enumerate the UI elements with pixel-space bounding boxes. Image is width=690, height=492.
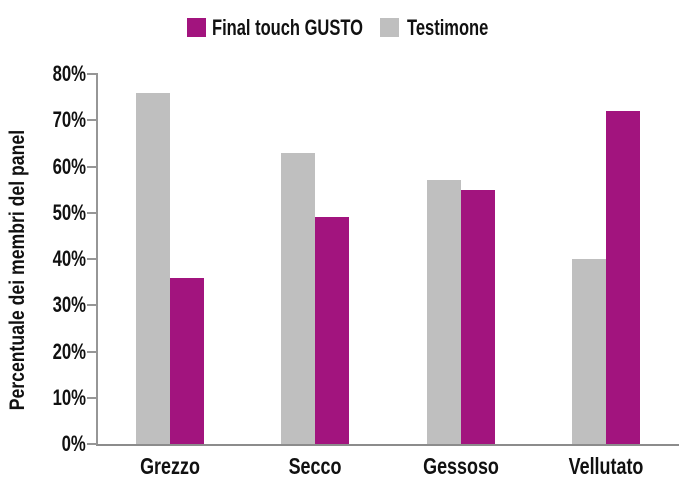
bar-final-touch-gusto-grezzo (169, 277, 204, 444)
y-tick-mark (87, 304, 97, 307)
bar-testimone-secco (281, 152, 316, 444)
y-tick-mark (87, 350, 97, 353)
y-tick-label-30pct: 30% (52, 292, 86, 318)
x-axis-label-secco: Secco (288, 453, 342, 479)
legend-swatch-testimone (380, 18, 399, 37)
bar-group-gessoso (388, 74, 534, 444)
y-tick-label-60pct: 60% (52, 153, 86, 179)
y-tick-mark (87, 119, 97, 122)
bar-testimone-grezzo (135, 92, 170, 444)
bar-testimone-gessoso (426, 180, 461, 444)
y-tick-label-0pct: 0% (61, 431, 86, 456)
bar-final-touch-gusto-secco (315, 217, 350, 444)
bar-testimone-vellutato (572, 259, 607, 444)
y-tick-mark (87, 396, 97, 399)
legend-label-testimone: Testimone (407, 15, 489, 40)
y-tick-label-80pct: 80% (52, 61, 86, 86)
y-axis-line (96, 73, 98, 444)
bar-group-grezzo (97, 74, 243, 444)
legend-label-final-touch-gusto: Final touch GUSTO (212, 15, 363, 40)
x-axis-line (96, 444, 679, 446)
y-tick-mark (87, 73, 97, 75)
y-tick-mark (87, 165, 97, 168)
plot-area (87, 73, 680, 446)
bar-group-vellutato (534, 74, 680, 444)
y-tick-label-70pct: 70% (52, 107, 86, 133)
y-tick-label-40pct: 40% (52, 246, 86, 271)
x-axis-label-vellutato: Vellutato (568, 453, 644, 479)
bar-final-touch-gusto-gessoso (460, 189, 495, 444)
x-axis-labels: Grezzo Secco Gessoso Vellutato (97, 452, 679, 482)
y-tick-mark (87, 258, 97, 260)
y-tick-label-20pct: 20% (52, 338, 86, 364)
y-tick-mark (87, 211, 97, 214)
bar-final-touch-gusto-vellutato (606, 111, 641, 444)
chart-legend: Final touch GUSTO Testimone (0, 0, 690, 52)
legend-swatch-final-touch-gusto (187, 18, 206, 37)
y-axis-tick-labels: 0% 10% 20% 30% 40% 50% 60% 70% 80% (0, 62, 86, 456)
y-tick-label-10pct: 10% (52, 384, 86, 410)
y-tick-mark (87, 443, 97, 445)
x-axis-label-grezzo: Grezzo (139, 453, 200, 479)
bar-group-secco (243, 74, 389, 444)
x-axis-label-gessoso: Gessoso (422, 453, 499, 479)
y-tick-label-50pct: 50% (52, 199, 86, 225)
